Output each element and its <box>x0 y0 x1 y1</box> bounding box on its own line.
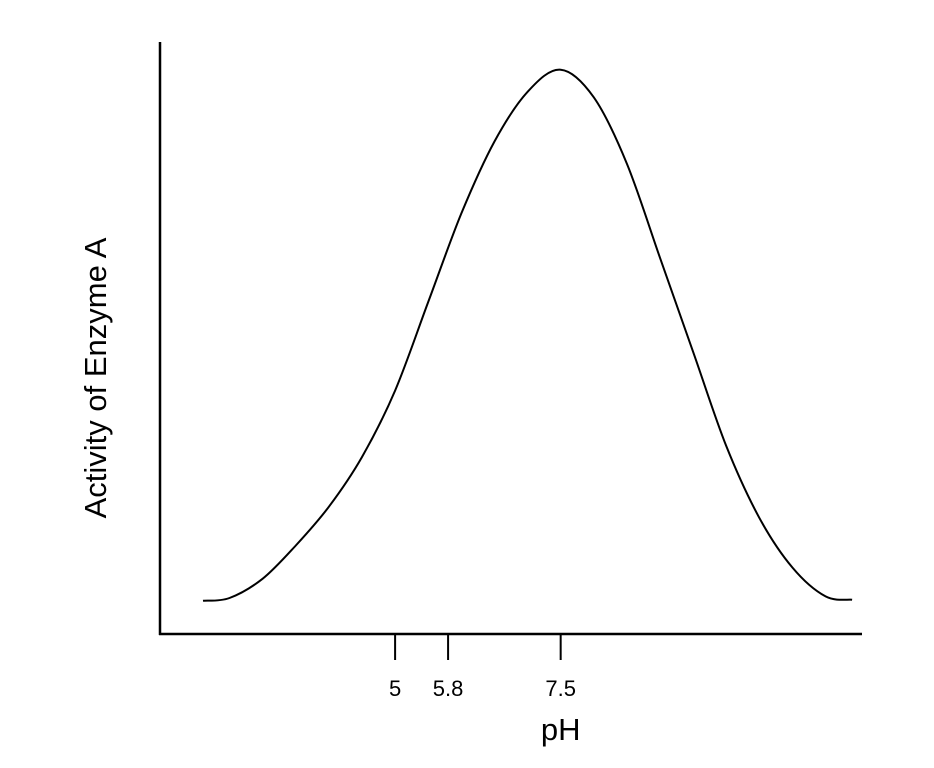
x-tick-label-5: 5 <box>389 676 401 701</box>
y-axis-label: Activity of Enzyme A <box>78 237 113 518</box>
activity-curve <box>202 68 853 602</box>
x-axis-label: pH <box>541 712 581 747</box>
x-tick-label-5.8: 5.8 <box>433 676 464 701</box>
x-tick-labels: 5 5.8 7.5 <box>389 676 576 701</box>
x-tick-label-7.5: 7.5 <box>545 676 576 701</box>
x-ticks <box>394 634 562 660</box>
